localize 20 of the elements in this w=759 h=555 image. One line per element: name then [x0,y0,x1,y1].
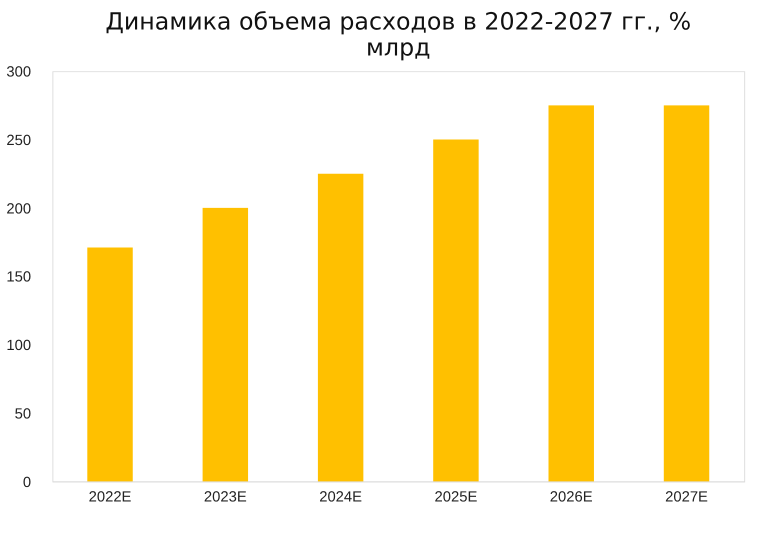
x-tick-label: 2024E [319,490,362,506]
bar [548,105,594,482]
y-tick-label: 250 [6,132,32,149]
y-tick-label: 200 [6,201,32,218]
x-tick-label: 2025E [434,490,478,506]
bar [318,174,364,482]
x-tick-label: 2027E [665,490,708,506]
y-tick-label: 150 [6,270,32,286]
chart-title: Динамика объема расходов в 2022-2027 гг., % млрд [105,8,692,62]
x-tick-label: 2026E [550,490,593,506]
x-tick-label: 2022E [88,490,132,506]
y-tick-label: 100 [6,338,32,354]
bar [202,208,248,482]
y-tick-label: 50 [14,406,32,422]
bar [664,105,710,482]
x-tick-label: 2023E [204,490,247,506]
y-tick-label: 300 [6,64,32,81]
bar [433,140,479,482]
bar [87,248,133,482]
y-tick-label: 0 [22,474,32,491]
